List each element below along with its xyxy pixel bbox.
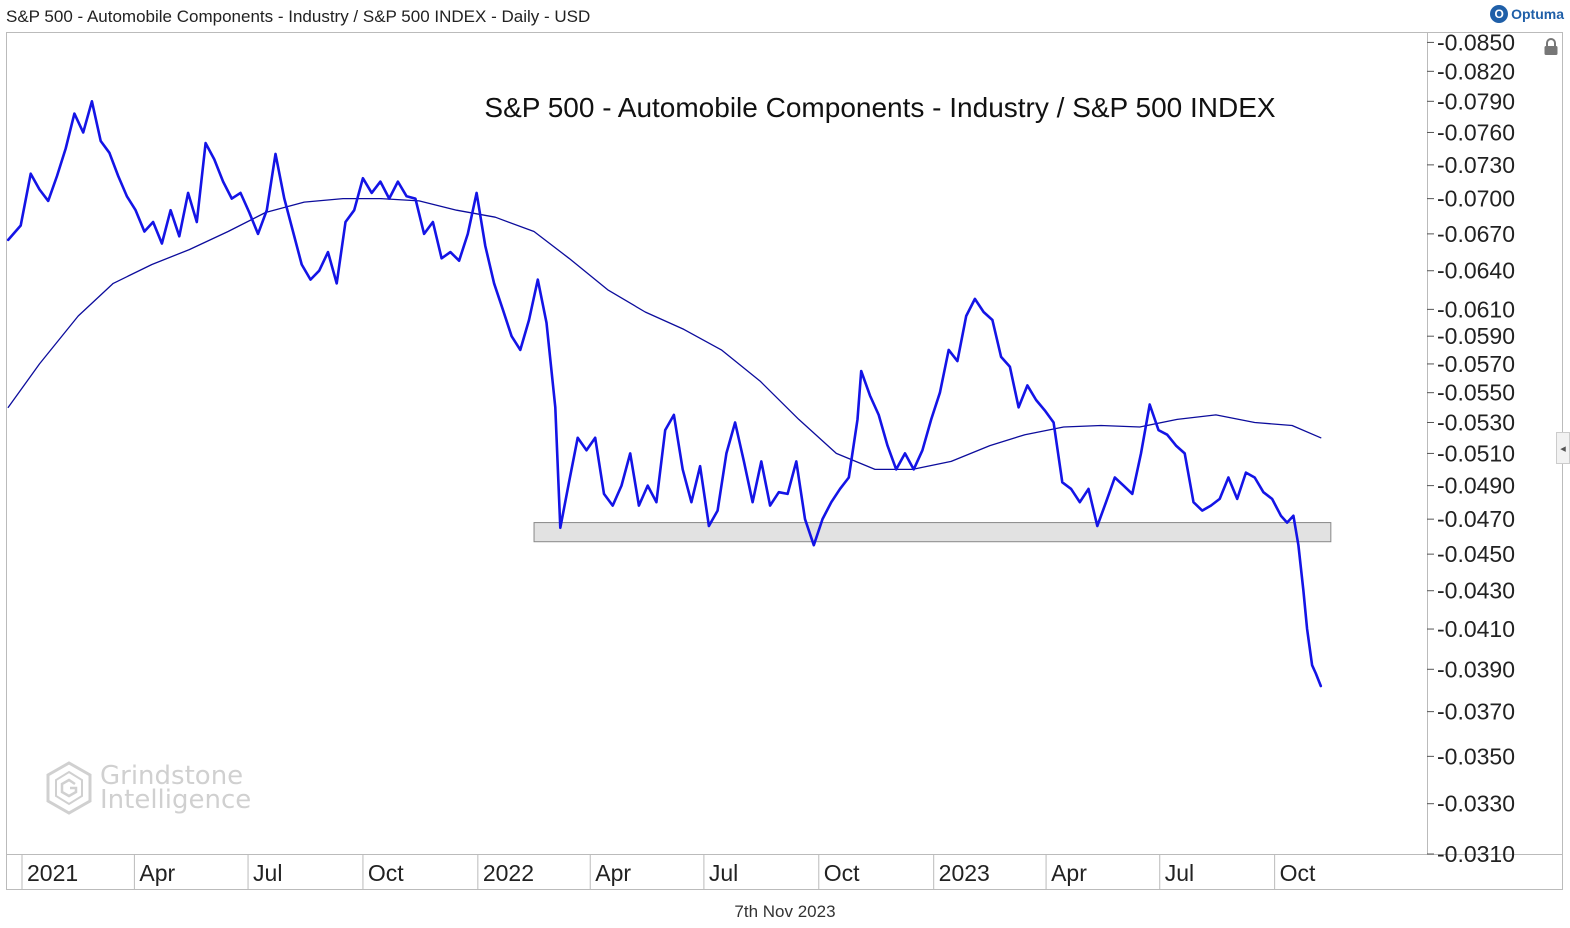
y-tick-label: -0.0530 [1437,409,1515,435]
plot-area-border [6,32,1428,855]
y-tick-label: -0.0390 [1437,656,1515,682]
x-tick-label: 2022 [483,860,534,886]
y-tick-label: -0.0450 [1437,541,1515,567]
y-tick-label: -0.0820 [1437,58,1515,84]
optuma-logo-icon: O [1490,5,1509,23]
x-tick-label: Apr [1051,860,1087,886]
x-tick-label: Jul [1165,860,1194,886]
watermark-line2: Intelligence [100,785,252,815]
y-tick-label: -0.0410 [1437,616,1515,642]
y-tick-label: -0.0730 [1437,152,1515,178]
y-tick-label: -0.0430 [1437,578,1515,604]
y-tick-label: -0.0700 [1437,186,1515,212]
x-tick-label: Apr [139,860,175,886]
y-tick-label: -0.0610 [1437,296,1515,322]
y-tick-label: -0.0570 [1437,351,1515,377]
x-tick-label: Jul [253,860,282,886]
support-band [533,522,1332,543]
watermark: Grindstone Intelligence [44,760,251,816]
y-tick-label: -0.0490 [1437,473,1515,499]
x-tick-label: 2023 [939,860,990,886]
y-tick-label: -0.0510 [1437,440,1515,466]
x-tick-label: Oct [824,860,860,886]
y-tick-label: -0.0310 [1437,841,1515,867]
brand-name: Optuma [1511,6,1564,22]
y-tick-label: -0.0350 [1437,743,1515,769]
x-axis-panel [6,854,1563,890]
x-tick-label: Oct [1280,860,1316,886]
x-tick-label: Jul [709,860,738,886]
y-tick-label: -0.0850 [1437,29,1515,55]
y-tick-label: -0.0550 [1437,380,1515,406]
y-tick-label: -0.0760 [1437,119,1515,145]
hexagon-g-logo-icon [46,761,92,815]
price-series-line [6,100,1323,688]
moving-average-line [7,197,1322,471]
y-tick-label: -0.0670 [1437,221,1515,247]
y-tick-label: -0.0470 [1437,506,1515,532]
x-tick-label: 2021 [27,860,78,886]
y-tick-label: -0.0640 [1437,258,1515,284]
watermark-line1: Grindstone [100,761,244,791]
lock-icon[interactable] [1540,36,1562,58]
y-tick-label: -0.0330 [1437,791,1515,817]
chart-header-title: S&P 500 - Automobile Components - Indust… [6,7,591,26]
x-tick-label: Apr [595,860,631,886]
chart-title: S&P 500 - Automobile Components - Indust… [484,92,1275,123]
y-tick-label: -0.0590 [1437,323,1515,349]
y-tick-label: -0.0370 [1437,699,1515,725]
y-tick-label: -0.0790 [1437,88,1515,114]
brand-logo: O Optuma [1490,5,1564,23]
footer-date: 7th Nov 2023 [734,902,836,921]
chevron-left-icon[interactable]: ◂ [1556,432,1570,464]
x-tick-label: Oct [368,860,404,886]
